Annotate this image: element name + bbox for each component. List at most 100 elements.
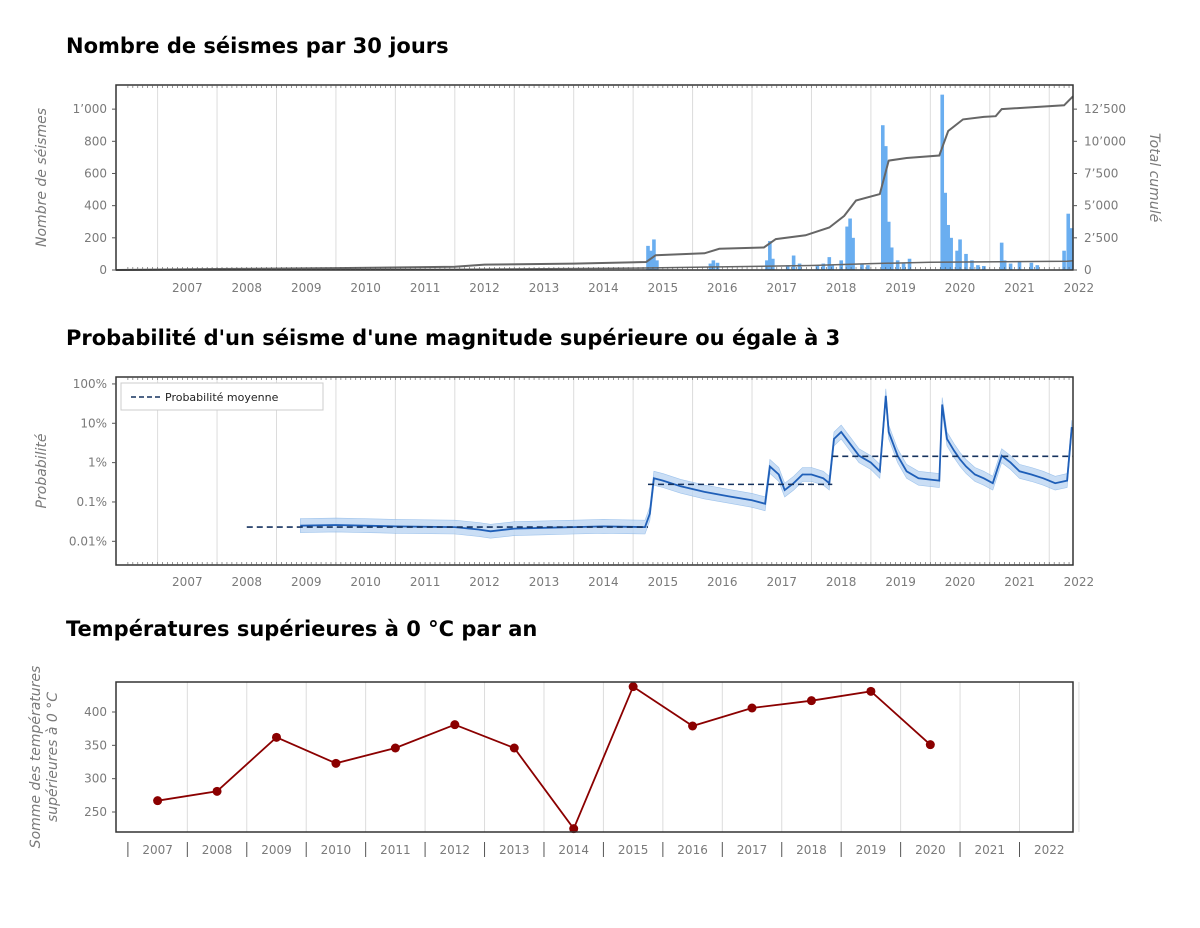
x-tick-label: 2015 [648, 575, 679, 589]
chart1-svg: 0 200 400 600 800 1’000 0 2’500 5’000 7’500 10’000… [34, 84, 1162, 295]
x-tick-label: 2021 [1004, 575, 1035, 589]
temperature-point [153, 796, 163, 806]
x-tick-label: 2016 [707, 281, 738, 295]
bar-earthquake-count [982, 265, 986, 270]
temperature-point [450, 720, 460, 730]
chart2-frame [115, 376, 1074, 566]
x-tick-label: 2018 [826, 575, 857, 589]
bar-earthquake-count [821, 263, 826, 270]
temperature-point [271, 732, 281, 742]
legend-mean-label: Probabilité moyenne [165, 391, 279, 404]
x-tick-label: 2016 [677, 843, 708, 857]
x-tick-label: 2008 [231, 575, 262, 589]
probability-line [300, 395, 1073, 533]
x-tick-label: 2015 [618, 843, 649, 857]
chart3-frame [115, 681, 1074, 833]
y2-tick-label: 12’500 [1084, 102, 1126, 116]
x-tick-label: 2016 [707, 575, 738, 589]
temperature-point [806, 696, 816, 706]
x-tick-label: 2010 [350, 575, 381, 589]
bar-earthquake-count [1066, 213, 1071, 270]
x-tick-label: 2017 [766, 281, 797, 295]
bar-earthquake-count [901, 263, 906, 270]
x-tick-label: 2021 [1004, 281, 1035, 295]
x-tick-label: 2011 [410, 575, 441, 589]
y-tick-label: 1% [88, 456, 107, 470]
temperature-point [688, 721, 698, 731]
chart2-title: Probabilité d'un séisme d'une magnitude … [66, 326, 841, 350]
temperature-point [331, 758, 341, 768]
x-tick-label: 2012 [440, 843, 471, 857]
bar-earthquake-count [646, 245, 650, 270]
y-tick-label: 200 [84, 231, 107, 245]
bar-earthquake-count [860, 263, 864, 270]
x-tick-label: 2020 [945, 575, 976, 589]
bar-earthquake-count [943, 192, 948, 270]
y2-tick-label: 7’500 [1084, 166, 1118, 180]
bar-earthquake-count [949, 237, 953, 270]
bar-earthquake-count [655, 260, 659, 270]
y-tick-label: 600 [84, 166, 107, 180]
y2-tick-label: 10’000 [1084, 134, 1126, 148]
bar-earthquake-count [1070, 228, 1074, 270]
x-tick-label: 2009 [261, 843, 292, 857]
chart1-title: Nombre de séismes par 30 jours [66, 34, 449, 58]
y-tick-label: 0 [99, 263, 107, 277]
cumulative-total-line [115, 95, 1074, 271]
y-axis-label-line: supérieures à 0 °C [45, 692, 61, 822]
x-tick-label: 2015 [648, 281, 679, 295]
bar-earthquake-count [955, 250, 959, 270]
chart3-svg: 250 300 350 400 2007 2008 2009 2010 2011 2012 2013… [28, 666, 1080, 857]
y-tick-label: 100% [73, 377, 107, 391]
x-tick-label: 2014 [588, 281, 619, 295]
bar-earthquake-count [765, 260, 769, 270]
temperature-point [390, 743, 400, 753]
y-axis-label: Somme des températuressupérieures à 0 °C [28, 666, 61, 849]
x-tick-label: 2013 [529, 281, 560, 295]
x-tick-label: 2007 [172, 281, 203, 295]
bar-earthquake-count [866, 265, 870, 270]
y-tick-label: 10% [80, 416, 107, 430]
x-tick-label: 2019 [885, 281, 916, 295]
x-tick-label: 2011 [380, 843, 411, 857]
x-tick-label: 2014 [558, 843, 589, 857]
y-tick-label: 800 [84, 134, 107, 148]
bar-earthquake-count [768, 241, 772, 270]
x-tick-label: 2020 [945, 281, 976, 295]
bar-earthquake-count [652, 239, 656, 270]
y2-tick-label: 2’500 [1084, 231, 1118, 245]
y-tick-label: 0.01% [69, 534, 107, 548]
x-tick-label: 2010 [350, 281, 381, 295]
x-tick-label: 2013 [499, 843, 530, 857]
x-tick-label: 2019 [856, 843, 887, 857]
bar-earthquake-count [999, 242, 1004, 270]
temperature-point [569, 824, 579, 834]
bar-earthquake-count [827, 257, 832, 270]
bar-earthquake-count [649, 250, 653, 270]
bar-earthquake-count [1002, 260, 1007, 270]
bar-earthquake-count [845, 226, 849, 270]
y-tick-label: 400 [84, 199, 107, 213]
bar-earthquake-count [1029, 262, 1034, 270]
y-tick-label: 400 [84, 705, 107, 719]
x-tick-label: 2014 [588, 575, 619, 589]
x-tick-label: 2007 [142, 843, 173, 857]
x-tick-label: 2013 [529, 575, 560, 589]
x-tick-label: 2020 [915, 843, 946, 857]
x-tick-label: 2018 [826, 281, 857, 295]
chart2-svg: 0.01% 0.1% 1% 10% 100% 2007 2008 2009 2010 2011 20… [34, 376, 1094, 589]
chart3-title: Températures supérieures à 0 °C par an [66, 617, 538, 641]
y-tick-label: 1’000 [73, 102, 107, 116]
legend: Probabilité moyenne [120, 382, 324, 411]
bar-earthquake-count [711, 260, 716, 270]
bar-earthquake-count [880, 125, 885, 270]
y-axis-label: Probabilité [34, 433, 50, 508]
y-axis-label: Nombre de séismes [34, 108, 50, 247]
bar-earthquake-count [1035, 265, 1040, 270]
bar-earthquake-count [958, 239, 962, 270]
x-tick-label: 2021 [975, 843, 1006, 857]
x-tick-label: 2009 [291, 575, 322, 589]
y-tick-label: 300 [84, 772, 107, 786]
bar-earthquake-count [815, 265, 820, 270]
x-tick-label: 2007 [172, 575, 203, 589]
